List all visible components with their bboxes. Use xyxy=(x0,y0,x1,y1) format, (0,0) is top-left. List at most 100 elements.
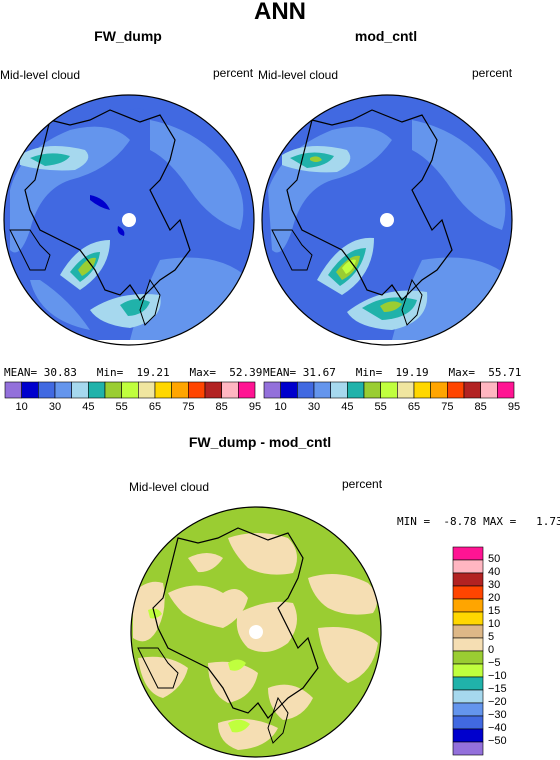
panel2-mean: 31.67 xyxy=(302,366,336,379)
panel2-mean-label: MEAN= xyxy=(263,366,297,379)
panel1-colorbar-tick-label: 95 xyxy=(248,401,262,413)
panel3-colorbar-tick-label: −5 xyxy=(488,657,501,669)
panel1-mean: 30.83 xyxy=(43,366,77,379)
panel1-colorbar-tick-label: 45 xyxy=(82,401,95,413)
panel1-colorbar-cell xyxy=(104,381,122,399)
panel1-colorbar-cell xyxy=(21,381,39,399)
panel2-max: 55.71 xyxy=(488,366,522,379)
panel3-colorbar-cell xyxy=(452,585,484,600)
panel3-map xyxy=(130,506,382,758)
panel3-colorbar-cell xyxy=(452,559,484,574)
panel2-colorbar-cell xyxy=(463,381,481,399)
panel1-colorbar-ticks: 10 30 45 55 65 75 85 95 xyxy=(5,401,262,415)
panel3-colorbar-cell xyxy=(452,546,484,561)
panel3-colorbar-cell xyxy=(452,741,484,756)
panel3-colorbar-cell xyxy=(452,611,484,626)
panel2-colorbar-tick-label: 95 xyxy=(507,401,521,413)
panel3-colorbar-tick-label: 50 xyxy=(488,553,501,565)
panel1-colorbar-tick-label: 65 xyxy=(148,401,162,413)
panel3-title: FW_dump - mod_cntl xyxy=(188,434,332,450)
panel2-colorbar-tick-label: 30 xyxy=(307,401,321,413)
panel3-colorbar-cell xyxy=(452,663,484,678)
panel2-colorbar-tick-label: 85 xyxy=(474,401,487,413)
panel3-colorbar-cell xyxy=(452,715,484,730)
panel3-colorbar-tick-label: −50 xyxy=(488,735,507,747)
panel2-colorbar-ticks: 10 30 45 55 65 75 85 95 xyxy=(264,401,521,415)
panel1-colorbar-cell xyxy=(138,381,156,399)
panel1-units: percent xyxy=(213,66,254,80)
panel2-colorbar-cell xyxy=(447,381,465,399)
panel1-colorbar xyxy=(4,381,256,399)
panel2-title: mod_cntl xyxy=(354,28,418,44)
panel1-colorbar-cell xyxy=(154,381,172,399)
panel2-colorbar-cell xyxy=(330,381,348,399)
panel3-colorbar-tick-label: 5 xyxy=(488,631,495,643)
panel3-colorbar-tick-label: 20 xyxy=(488,592,501,604)
panel1-colorbar-cell xyxy=(221,381,239,399)
panel1-colorbar-cell xyxy=(121,381,139,399)
panel1-mean-label: MEAN= xyxy=(4,366,38,379)
panel1-variable: Mid-level cloud xyxy=(0,68,81,82)
panel1-colorbar-cell xyxy=(71,381,89,399)
panel2-max-label: Max= xyxy=(448,366,476,379)
panel3-colorbar-ticks: 50 40 30 20 15 10 5 0 −5 −10 −15 −20 −30 −40 −50 xyxy=(488,547,528,755)
panel1-colorbar-tick-label: 75 xyxy=(182,401,195,413)
panel1-min-label: Min= xyxy=(96,366,124,379)
panel2-colorbar-tick-label: 45 xyxy=(341,401,354,413)
panel2-colorbar-cell xyxy=(347,381,365,399)
panel2-colorbar-tick-label: 65 xyxy=(407,401,421,413)
panel1-stats: MEAN= 30.83 Min= 19.21 Max= 52.39 xyxy=(4,366,262,379)
panel3-colorbar-tick-label: 10 xyxy=(488,618,501,630)
panel1-colorbar-cell xyxy=(238,381,256,399)
panel1-min: 19.21 xyxy=(136,366,170,379)
panel3-colorbar-tick-label: −10 xyxy=(488,670,507,682)
panel3-colorbar-tick-label: −30 xyxy=(488,709,507,721)
panel2-variable: Mid-level cloud xyxy=(258,68,339,82)
panel2-colorbar-tick-label: 10 xyxy=(274,401,287,413)
panel2-colorbar-cell xyxy=(380,381,398,399)
panel2-colorbar-cell xyxy=(480,381,498,399)
panel3-colorbar-cell xyxy=(452,650,484,665)
panel2-colorbar-cell xyxy=(413,381,431,399)
panel3-colorbar-cell xyxy=(452,689,484,704)
panel2-colorbar-cell xyxy=(313,381,331,399)
panel3-colorbar-tick-label: −40 xyxy=(488,722,507,734)
figure-title: ANN xyxy=(254,0,306,25)
panel1-max-label: Max= xyxy=(189,366,217,379)
panel1-colorbar-cell xyxy=(88,381,106,399)
panel1-colorbar-cell xyxy=(188,381,206,399)
panel3-colorbar-tick-label: −20 xyxy=(488,696,507,708)
panel3-colorbar-cell xyxy=(452,676,484,691)
panel2-colorbar-cell xyxy=(497,381,515,399)
panel1-colorbar-cell xyxy=(4,381,22,399)
panel3-colorbar-cell xyxy=(452,624,484,639)
panel1-colorbar-tick-label: 30 xyxy=(48,401,62,413)
panel2-min-label: Min= xyxy=(355,366,383,379)
panel2-colorbar-cell xyxy=(397,381,415,399)
panel3-colorbar-cell xyxy=(452,728,484,743)
panel2-units: percent xyxy=(472,66,513,80)
panel3-colorbar-tick-label: 0 xyxy=(488,644,495,656)
panel2-map xyxy=(261,94,513,346)
panel2-colorbar-cell xyxy=(263,381,281,399)
panel1-colorbar-cell xyxy=(171,381,189,399)
panel1-colorbar-tick-label: 85 xyxy=(215,401,228,413)
panel3-colorbar-tick-label: 15 xyxy=(488,605,501,617)
panel1-map xyxy=(3,94,255,346)
panel1-colorbar-cell xyxy=(38,381,56,399)
panel1-title: FW_dump xyxy=(94,28,162,44)
panel3-colorbar-tick-label: −15 xyxy=(488,683,507,695)
panel1-colorbar-cell xyxy=(204,381,222,399)
panel3-colorbar-cell xyxy=(452,702,484,717)
panel3-colorbar xyxy=(452,546,484,756)
panel1-max: 52.39 xyxy=(229,366,263,379)
panel3-colorbar-cell xyxy=(452,598,484,613)
panel2-colorbar-cell xyxy=(430,381,448,399)
panel1-colorbar-tick-label: 10 xyxy=(15,401,28,413)
panel3-colorbar-tick-label: 40 xyxy=(488,566,501,578)
panel3-colorbar-cell xyxy=(452,637,484,652)
panel2-colorbar-cell xyxy=(297,381,315,399)
panel3-variable: Mid-level cloud xyxy=(129,480,210,494)
panel2-colorbar xyxy=(263,381,515,399)
panel1-colorbar-tick-label: 55 xyxy=(115,401,128,413)
